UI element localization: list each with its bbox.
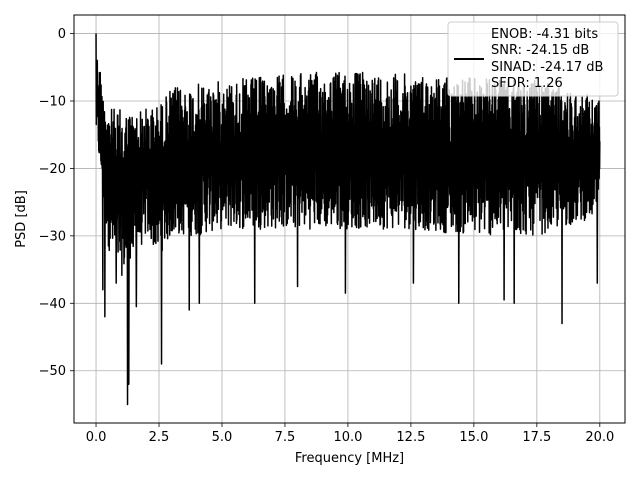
y-tick-label: −50: [39, 364, 66, 379]
legend-entry-sfdr: SFDR: 1.26: [491, 76, 563, 91]
y-tick-label: −40: [39, 297, 66, 312]
legend-entry-sinad: SINAD: -24.17 dB: [491, 60, 603, 75]
y-tick-label: −30: [39, 229, 66, 244]
x-tick-label: 17.5: [522, 430, 551, 445]
legend-entry-enob: ENOB: -4.31 bits: [491, 27, 598, 42]
y-tick-label: −20: [39, 162, 66, 177]
psd-line: [95, 33, 601, 406]
x-tick-label: 15.0: [459, 430, 488, 445]
y-tick-label: −10: [39, 94, 66, 109]
psd-series: [95, 33, 601, 406]
axes-frame: [73, 14, 626, 424]
y-tick-label: 0: [58, 27, 66, 42]
y-axis-ticks: 0 −10 −20 −30 −40 −50: [39, 27, 74, 379]
legend-entry-snr: SNR: -24.15 dB: [491, 43, 589, 58]
x-tick-label: 5.0: [212, 430, 233, 445]
x-tick-label: 0.0: [86, 430, 107, 445]
x-tick-label: 10.0: [333, 430, 362, 445]
x-tick-label: 20.0: [585, 430, 614, 445]
legend: ENOB: -4.31 bits SNR: -24.15 dB SINAD: -…: [447, 21, 619, 97]
x-tick-label: 2.5: [149, 430, 170, 445]
x-tick-label: 12.5: [396, 430, 425, 445]
x-tick-label: 7.5: [275, 430, 296, 445]
y-axis-label: PSD [dB]: [14, 190, 29, 248]
legend-box: [447, 21, 619, 97]
x-axis-ticks: 0.0 2.5 5.0 7.5 10.0 12.5 15.0 17.5 20.0: [86, 423, 614, 445]
x-axis-label: Frequency [MHz]: [295, 451, 404, 466]
